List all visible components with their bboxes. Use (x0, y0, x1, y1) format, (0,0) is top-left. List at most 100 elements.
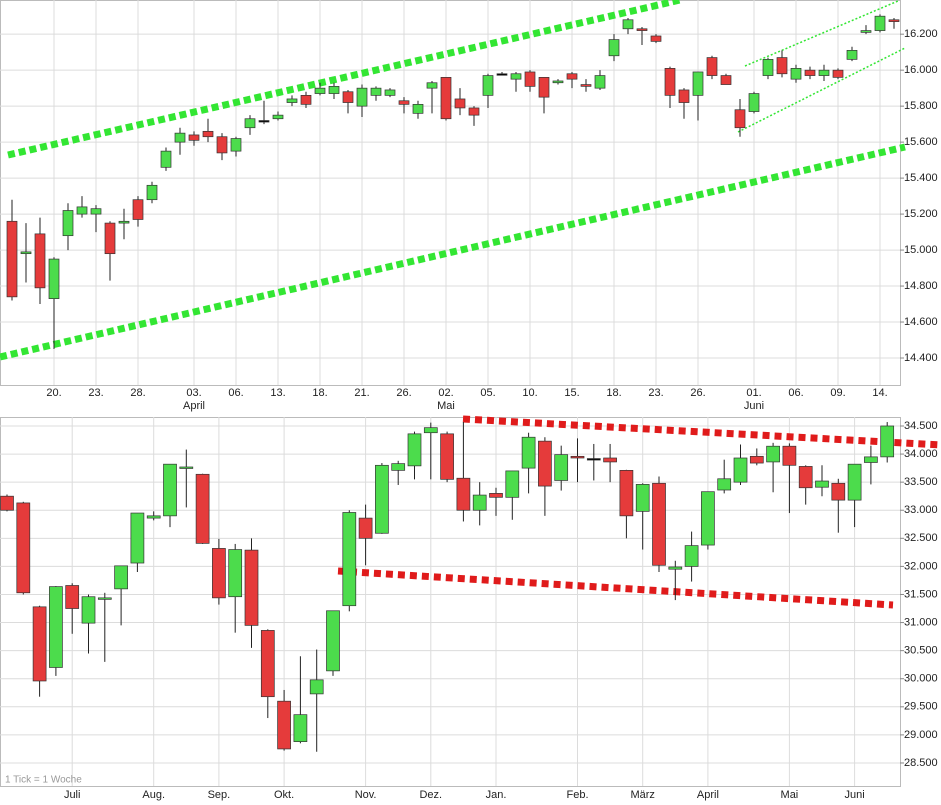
trend-line (737, 47, 906, 133)
y-tick-label: 33.500 (904, 476, 938, 488)
x-tick-label: 06. (788, 387, 803, 399)
candle-body (570, 455, 585, 459)
candle-body (384, 89, 396, 96)
y-tick-label: 16.000 (904, 64, 938, 76)
x-tick-label: 15. (564, 387, 579, 399)
y-tick-label: 16.200 (904, 28, 938, 40)
candle-body (733, 457, 748, 483)
candle-body (635, 484, 650, 512)
candle-body (90, 208, 102, 215)
y-tick-label: 33.000 (904, 504, 938, 516)
candle-body (212, 548, 226, 599)
candle-body (692, 71, 704, 96)
x-tick-label: 18. (606, 387, 621, 399)
candle-body (538, 440, 552, 487)
candle-body (62, 210, 74, 237)
candle-body (762, 59, 774, 76)
candle-body (179, 466, 194, 469)
y-tick-label: 15.800 (904, 100, 938, 112)
x-tick-label: 06. (228, 387, 243, 399)
candle-body (482, 75, 494, 96)
candle-body (391, 463, 406, 471)
y-tick-label: 15.000 (904, 244, 938, 256)
candle-body (76, 206, 88, 215)
candle-body (636, 28, 648, 31)
candle-body (440, 433, 454, 480)
candle-body (258, 120, 270, 123)
candle-body (97, 597, 112, 600)
candle-body (706, 57, 718, 76)
candle-body (510, 73, 522, 80)
y-tick-label: 34.000 (904, 448, 938, 460)
y-tick-label: 32.500 (904, 532, 938, 544)
candle-body (65, 585, 80, 609)
candle-body (678, 89, 690, 103)
candle-body (358, 517, 373, 539)
x-tick-label: 26. (690, 387, 705, 399)
candle-body (521, 436, 536, 469)
candle-body (342, 91, 354, 103)
y-tick-label: 15.600 (904, 136, 938, 148)
x-tick-label: Feb. (566, 789, 588, 801)
candle-body (619, 470, 634, 517)
candle-body (326, 610, 340, 672)
candle-body (216, 136, 228, 154)
y-tick-label: 34.500 (904, 420, 938, 432)
candle-body (20, 251, 32, 255)
y-tick-label: 31.000 (904, 616, 938, 628)
candle-body (489, 493, 503, 498)
candle-body (684, 545, 699, 567)
candle-body (603, 457, 617, 463)
x-tick-label: 18. (312, 387, 327, 399)
candle-body (163, 463, 177, 517)
candle-body (34, 233, 46, 289)
y-tick-label: 29.500 (904, 701, 938, 713)
x-tick-label: 09. (830, 387, 845, 399)
trend-line (462, 415, 941, 449)
candle-body (370, 87, 382, 96)
candle-body (701, 491, 715, 546)
x-tick-label: 05. (480, 387, 495, 399)
candle-body (888, 19, 900, 22)
candle-body (798, 466, 813, 489)
candle-body (293, 714, 308, 742)
candle-body (146, 184, 158, 201)
candle-body (202, 130, 214, 138)
x-tick-label: 21. (354, 387, 369, 399)
candle-body (566, 73, 578, 80)
candle-body (244, 118, 256, 129)
candle-body (668, 566, 683, 570)
candle-body (608, 39, 620, 57)
candle-body (260, 630, 275, 698)
candle-body (440, 77, 452, 120)
x-tick-label: 26. (396, 387, 411, 399)
x-tick-label: Jan. (486, 789, 507, 801)
candle-body (846, 50, 858, 60)
candle-body (356, 87, 368, 107)
candle-body (230, 138, 242, 152)
candle-body (472, 494, 487, 511)
candle-body (300, 95, 312, 105)
x-tick-label: 13. (270, 387, 285, 399)
x-tick-label: Mai (781, 789, 799, 801)
y-tick-label: 30.000 (904, 673, 938, 685)
candle-body (748, 93, 760, 112)
candle-body (309, 679, 324, 695)
candle-body (847, 463, 862, 501)
candle-body (650, 35, 662, 42)
candle-body (790, 68, 802, 80)
candle-body (6, 220, 18, 298)
y-tick-label: 28.500 (904, 757, 938, 769)
x-tick-label: Dez. (419, 789, 442, 801)
candle-body (81, 596, 96, 624)
candle-body (32, 606, 47, 682)
candle-body (554, 454, 569, 481)
x-tick-label: Juni (845, 789, 865, 801)
candle-body (749, 455, 764, 464)
candle-body (832, 69, 844, 78)
y-tick-label: 32.000 (904, 560, 938, 572)
candle-body (818, 69, 830, 76)
x-tick-label: Juli (64, 789, 81, 801)
x-tick-label: 23. (648, 387, 663, 399)
